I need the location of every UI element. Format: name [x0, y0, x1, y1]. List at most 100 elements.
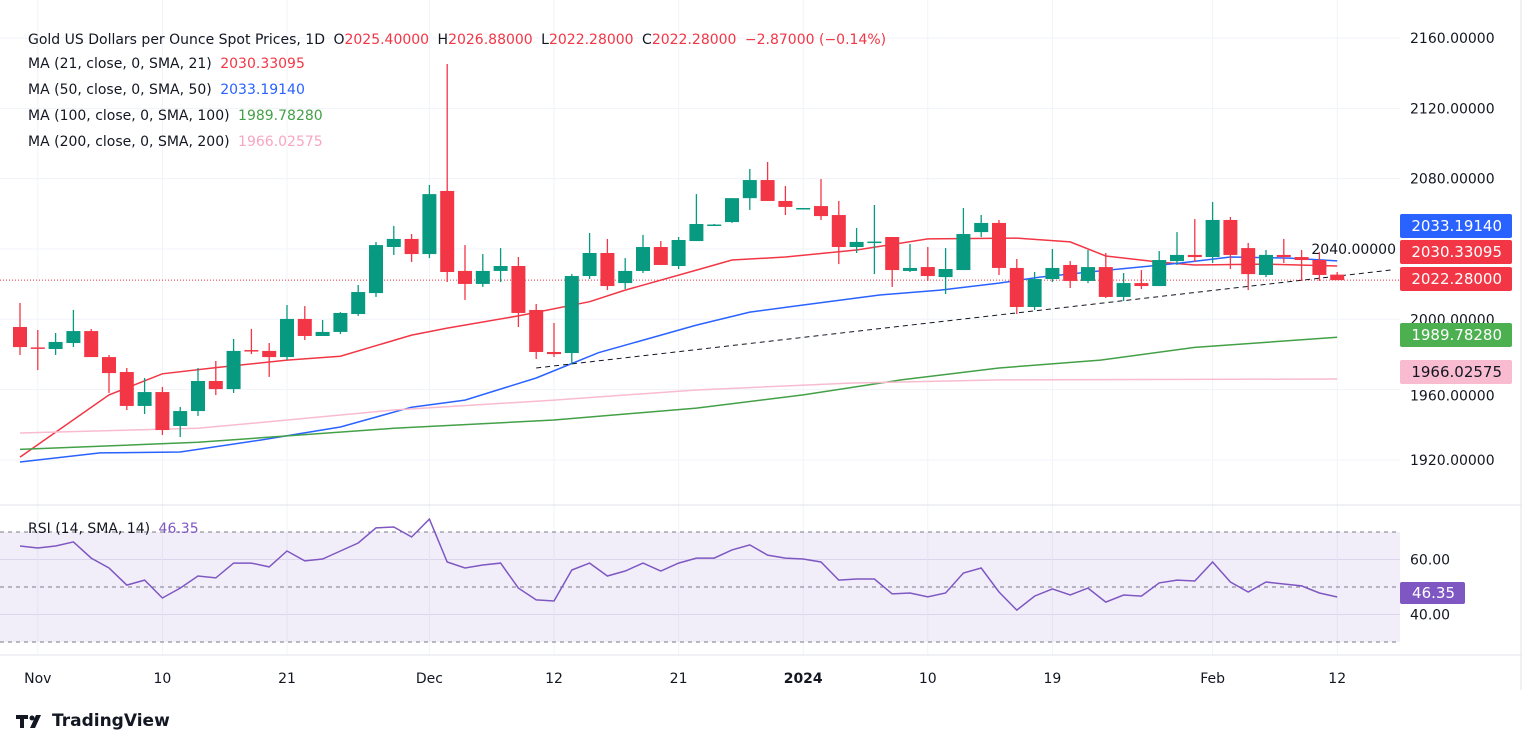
candle-body: [30, 347, 45, 349]
candle: [1027, 271, 1042, 310]
candle: [867, 205, 882, 275]
candle-body: [671, 239, 686, 267]
ma50-value: 2033.19140: [220, 82, 305, 98]
candle: [208, 360, 223, 396]
time-tick-label: 10: [919, 671, 937, 687]
change-value: −2.87000 (−0.14%): [744, 32, 887, 48]
candle-body: [244, 350, 259, 352]
ma-line-100: [19, 336, 1338, 451]
ma21-legend[interactable]: MA (21, close, 0, SMA, 21) 2030.33095: [28, 55, 309, 73]
candle-body: [1330, 274, 1345, 281]
candle: [1294, 250, 1309, 281]
time-tick-label: 10: [153, 671, 171, 687]
candle: [529, 303, 544, 360]
candle: [885, 237, 900, 287]
ma21-label: MA (21, close, 0, SMA, 21): [28, 56, 212, 72]
candle-body: [422, 194, 437, 255]
candle: [280, 305, 294, 361]
candle: [1276, 238, 1291, 264]
candle: [333, 312, 348, 335]
candle: [903, 244, 917, 272]
candle: [796, 207, 811, 210]
candle-body: [333, 312, 348, 332]
candle-body: [903, 267, 917, 271]
candle-body: [137, 392, 152, 406]
candle: [244, 328, 259, 355]
tradingview-logo[interactable]: TradingView: [16, 711, 170, 731]
candle-body: [226, 350, 241, 390]
ma100-value: 1989.78280: [238, 108, 323, 124]
candle: [66, 309, 81, 348]
ma200-legend[interactable]: MA (200, close, 0, SMA, 200) 1966.02575: [28, 133, 327, 151]
candle: [440, 64, 455, 283]
candle-body: [102, 357, 116, 374]
rsi-tick-label: 40.00: [1410, 608, 1450, 624]
time-tick-label: 21: [278, 671, 296, 687]
price-tick-label: 2040.00000: [1311, 242, 1396, 258]
candle-body: [742, 180, 757, 199]
candle: [30, 330, 45, 371]
candle: [564, 274, 579, 364]
candle: [974, 215, 989, 238]
time-axis[interactable]: Nov 10 21 Dec 12 21 2024 10 19 Feb 12: [24, 671, 1346, 687]
candle: [992, 219, 1006, 275]
symbol-legend: Gold US Dollars per Ounce Spot Prices, 1…: [28, 31, 890, 49]
candle-body: [707, 224, 722, 227]
candle-body: [653, 247, 668, 265]
candle: [814, 178, 828, 220]
candle: [1134, 270, 1149, 290]
candle-body: [974, 222, 989, 233]
price-tag-last: 2022.28000: [1400, 267, 1512, 291]
price-tick-label: 2120.00000: [1410, 101, 1495, 117]
candle-body: [1170, 254, 1184, 262]
high-value: 2026.88000: [448, 32, 533, 48]
rsi-legend[interactable]: RSI (14, SMA, 14) 46.35: [28, 520, 203, 538]
price-tick-label: 2160.00000: [1410, 31, 1495, 47]
candle-body: [956, 234, 971, 271]
candle-body: [13, 327, 27, 348]
candle-body: [493, 266, 508, 271]
candle-body: [173, 411, 188, 426]
candle: [102, 354, 116, 393]
candle-body: [1241, 248, 1256, 275]
candle-body: [796, 207, 811, 210]
candle-body: [618, 270, 633, 284]
rsi-line: [19, 517, 1338, 612]
ohlc-low: L2022.28000: [541, 32, 633, 48]
candle-body: [48, 341, 63, 349]
high-label: H: [437, 32, 449, 48]
time-tick-label: 21: [670, 671, 688, 687]
close-value: 2022.28000: [651, 32, 737, 48]
candle-body: [119, 372, 134, 406]
candle: [84, 328, 99, 358]
tradingview-logo-icon: [16, 715, 41, 728]
candle-body: [529, 309, 544, 352]
candle: [742, 168, 757, 210]
candle: [1241, 242, 1256, 291]
candle: [155, 386, 170, 435]
time-tick-label: Feb: [1200, 671, 1225, 687]
candles: [13, 64, 1345, 438]
time-tick-label: 19: [1043, 671, 1061, 687]
candle-body: [511, 266, 526, 313]
candle: [1009, 258, 1024, 315]
candle-body: [440, 190, 455, 272]
candle: [1259, 250, 1273, 278]
candle-body: [689, 223, 704, 242]
ma50-legend[interactable]: MA (50, close, 0, SMA, 50) 2033.19140: [28, 81, 309, 99]
price-tick-label: 2080.00000: [1410, 172, 1495, 188]
candle: [226, 338, 241, 393]
low-label: L: [541, 32, 549, 48]
candle-body: [351, 292, 366, 315]
candle: [760, 161, 775, 201]
candle-body: [1294, 257, 1309, 261]
ma100-legend[interactable]: MA (100, close, 0, SMA, 100) 1989.78280: [28, 107, 327, 125]
rsi-label: RSI (14, SMA, 14): [28, 521, 151, 537]
candle: [1063, 261, 1078, 288]
candle-body: [1259, 254, 1273, 275]
candle: [653, 241, 668, 265]
candle-body: [1045, 267, 1060, 280]
candle-body: [1027, 279, 1042, 307]
candle-body: [315, 331, 330, 336]
